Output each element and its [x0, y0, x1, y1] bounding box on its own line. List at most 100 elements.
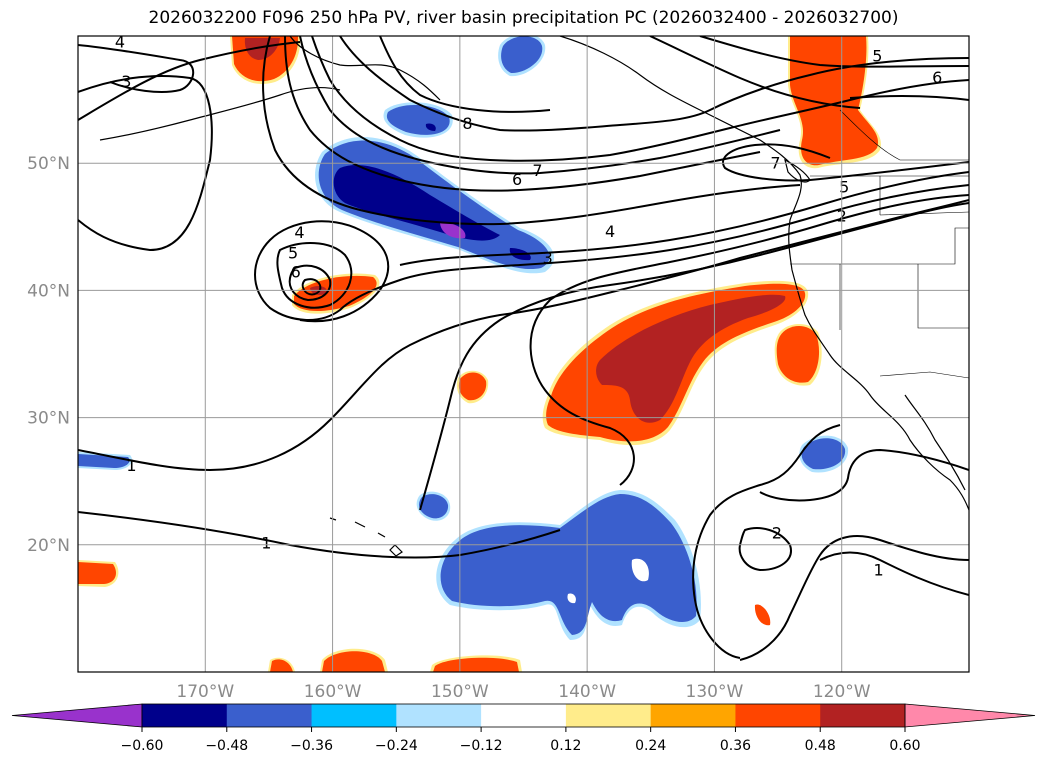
- pv-contour-label: 5: [288, 244, 298, 263]
- state-border: [839, 176, 969, 330]
- pv-contour-line: [78, 44, 195, 93]
- negative-anomaly-region: [333, 165, 500, 241]
- pv-contour-label: 4: [294, 223, 304, 242]
- negative-anomaly-region: [501, 36, 543, 74]
- pv-contour-line: [759, 448, 969, 502]
- graticule: [78, 36, 969, 672]
- pv-contour-line: [649, 36, 861, 109]
- colorbar-frame: [141, 703, 906, 728]
- colorbar-segment: [142, 704, 228, 727]
- longitude-tick-label: 170°W: [176, 682, 234, 700]
- longitude-tick-label: 140°W: [558, 682, 616, 700]
- positive-anomaly-region: [596, 294, 786, 423]
- negative-anomaly-region: [425, 123, 436, 131]
- alaska-coastline: [289, 36, 441, 101]
- positive-anomaly-region: [294, 275, 377, 312]
- positive-anomaly-region: [458, 372, 487, 401]
- colorbar-segment: [820, 704, 906, 727]
- pv-contour-line: [311, 36, 969, 162]
- longitude-tick-label: 160°W: [304, 682, 362, 700]
- pv-contour-label: 3: [121, 72, 131, 91]
- colorbar-extend-max: [904, 703, 1036, 728]
- colorbar-segment: [650, 704, 736, 727]
- pv-contour-label: 1: [126, 456, 136, 475]
- positive-anomaly-region: [776, 325, 820, 383]
- pv-contour-line: [78, 511, 561, 559]
- pv-contour-line: [276, 242, 353, 309]
- longitude-tick-label: 150°W: [431, 682, 489, 700]
- latitude-tick-label: 20°N: [27, 536, 70, 556]
- pv-contour-line: [399, 171, 969, 266]
- north-america-coastline: [559, 36, 969, 511]
- positive-anomaly-region: [270, 659, 293, 672]
- pv-contour-line: [739, 535, 969, 661]
- positive-anomaly-region: [433, 657, 519, 672]
- colorbar-segment: [565, 704, 652, 727]
- negative-anomaly-region: [440, 494, 697, 635]
- colorbar-segment: [735, 704, 821, 727]
- colorbar-segments: [11, 703, 1036, 728]
- latitude-labels: 20°N 30°N 40°N 50°N: [27, 154, 70, 556]
- positive-anomaly-region: [322, 651, 385, 672]
- pv-contour-label: 6: [291, 263, 301, 282]
- colorbar-extend-min: [11, 703, 143, 728]
- pv-contour-line: [379, 36, 551, 113]
- pv-contour-label: 2: [772, 523, 782, 542]
- positive-anomaly-region: [754, 604, 771, 626]
- pv-contour-label: 4: [605, 222, 615, 241]
- pv-contour-line: [78, 41, 301, 121]
- pv-contour-line: [529, 194, 969, 486]
- negative-anomaly-region: [631, 558, 649, 582]
- state-border: [790, 227, 969, 265]
- pv-contour-label: 4: [115, 32, 125, 51]
- pv-contour-line: [262, 36, 801, 226]
- pv-contour-line: [699, 36, 969, 68]
- colorbar-tick-label: 0.36: [720, 738, 751, 754]
- pv-contour-label: 1: [261, 534, 271, 553]
- pv-contour-label: 3: [543, 249, 553, 268]
- colorbar-segment: [226, 704, 313, 727]
- colorbar-segment: [311, 704, 397, 727]
- pv-contour-line: [819, 551, 969, 596]
- colorbar-segment: [396, 704, 482, 727]
- pv-contour-line: [254, 184, 969, 323]
- pv-contour-label: 5: [872, 46, 882, 65]
- aleutian-coastline: [99, 86, 341, 141]
- negative-anomaly-region: [419, 494, 449, 519]
- latitude-tick-label: 40°N: [27, 281, 70, 301]
- latitude-tick-label: 50°N: [27, 154, 70, 174]
- colorbar-tick-label: −0.24: [375, 738, 418, 754]
- precip-shading: [78, 36, 881, 672]
- longitude-tick-label: 120°W: [813, 682, 871, 700]
- pv-contour-label: 5: [839, 177, 849, 196]
- pv-contour-line: [339, 36, 969, 132]
- us-mexico-border: [879, 371, 969, 379]
- pv-contour-line: [299, 36, 781, 175]
- colorbar-tick-label: −0.12: [460, 738, 503, 754]
- colorbar-segment: [481, 704, 567, 727]
- pv-contours: [78, 36, 969, 661]
- pv-contour-line: [738, 527, 792, 572]
- positive-anomaly-region: [790, 36, 879, 166]
- negative-anomaly-region: [801, 438, 846, 470]
- colorbar-ticks: −0.60 −0.48 −0.36 −0.24 −0.12 0.12 0.24 0.36 0.4…: [121, 727, 921, 754]
- colorbar-tick-label: 0.48: [805, 738, 836, 754]
- colorbar-tick-label: 0.12: [550, 738, 581, 754]
- map-title: 2026032200 F096 250 hPa PV, river basin …: [148, 8, 899, 28]
- pv-contour-line: [78, 75, 213, 252]
- pv-contour-label: 1: [874, 560, 884, 579]
- pv-contour-line: [849, 94, 969, 101]
- pv-contour-line: [284, 36, 761, 192]
- pv-contour-label: 7: [532, 161, 542, 180]
- pv-contour-line: [301, 278, 322, 296]
- longitude-labels: 170°W 160°W 150°W 140°W 130°W 120°W: [176, 682, 870, 700]
- negative-anomaly-region: [567, 593, 576, 604]
- canada-border: [839, 109, 969, 161]
- pv-contour-label: 8: [462, 114, 472, 133]
- pv-contour-label: 6: [512, 170, 522, 189]
- pv-contour-line: [78, 199, 969, 472]
- colorbar-tick-label: −0.36: [290, 738, 333, 754]
